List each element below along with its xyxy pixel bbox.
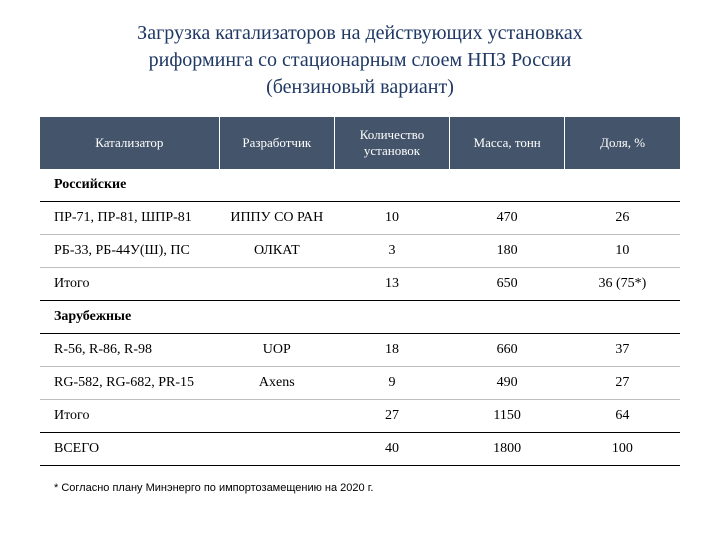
- cell-developer: ОЛКАТ: [219, 235, 334, 268]
- cell-developer: ИППУ СО РАН: [219, 202, 334, 235]
- cell-share: 27: [565, 367, 680, 400]
- cell-share: 26: [565, 202, 680, 235]
- subtotal-blank: [219, 400, 334, 433]
- section-header: Российские: [40, 169, 680, 202]
- total-blank: [219, 433, 334, 466]
- table-row: R-56, R-86, R-98 UOP 18 660 37: [40, 334, 680, 367]
- cell-count: 9: [334, 367, 449, 400]
- cell-mass: 470: [450, 202, 565, 235]
- cell-share: 10: [565, 235, 680, 268]
- cell-developer: Axens: [219, 367, 334, 400]
- title-line-1: Загрузка катализаторов на действующих ус…: [137, 22, 583, 44]
- catalyst-table: Катализатор Разработчик Количество устан…: [40, 117, 680, 466]
- col-mass: Масса, тонн: [450, 117, 565, 169]
- col-count: Количество установок: [334, 117, 449, 169]
- subtotal-row: Итого 13 650 36 (75*): [40, 268, 680, 301]
- total-row: ВСЕГО 40 1800 100: [40, 433, 680, 466]
- section-label: Зарубежные: [40, 301, 680, 334]
- col-share: Доля, %: [565, 117, 680, 169]
- cell-catalyst: ПР-71, ПР-81, ШПР-81: [40, 202, 219, 235]
- cell-count: 10: [334, 202, 449, 235]
- subtotal-blank: [219, 268, 334, 301]
- total-label: ВСЕГО: [40, 433, 219, 466]
- cell-mass: 490: [450, 367, 565, 400]
- cell-catalyst: RG-582, RG-682, PR-15: [40, 367, 219, 400]
- footnote: * Согласно плану Минэнерго по импортозам…: [40, 482, 680, 494]
- total-count: 40: [334, 433, 449, 466]
- cell-developer: UOP: [219, 334, 334, 367]
- page-title: Загрузка катализаторов на действующих ус…: [40, 20, 680, 101]
- title-line-3: (бензиновый вариант): [266, 76, 454, 98]
- subtotal-count: 13: [334, 268, 449, 301]
- subtotal-row: Итого 27 1150 64: [40, 400, 680, 433]
- subtotal-share: 36 (75*): [565, 268, 680, 301]
- cell-share: 37: [565, 334, 680, 367]
- subtotal-count: 27: [334, 400, 449, 433]
- col-developer: Разработчик: [219, 117, 334, 169]
- subtotal-label: Итого: [40, 268, 219, 301]
- cell-catalyst: R-56, R-86, R-98: [40, 334, 219, 367]
- col-catalyst: Катализатор: [40, 117, 219, 169]
- cell-count: 3: [334, 235, 449, 268]
- subtotal-label: Итого: [40, 400, 219, 433]
- total-mass: 1800: [450, 433, 565, 466]
- subtotal-share: 64: [565, 400, 680, 433]
- cell-catalyst: РБ-33, РБ-44У(Ш), ПС: [40, 235, 219, 268]
- title-line-2: риформинга со стационарным слоем НПЗ Рос…: [149, 49, 572, 71]
- table-row: RG-582, RG-682, PR-15 Axens 9 490 27: [40, 367, 680, 400]
- table-row: РБ-33, РБ-44У(Ш), ПС ОЛКАТ 3 180 10: [40, 235, 680, 268]
- cell-mass: 660: [450, 334, 565, 367]
- section-label: Российские: [40, 169, 680, 202]
- cell-mass: 180: [450, 235, 565, 268]
- section-header: Зарубежные: [40, 301, 680, 334]
- table-row: ПР-71, ПР-81, ШПР-81 ИППУ СО РАН 10 470 …: [40, 202, 680, 235]
- total-share: 100: [565, 433, 680, 466]
- subtotal-mass: 650: [450, 268, 565, 301]
- cell-count: 18: [334, 334, 449, 367]
- table-header-row: Катализатор Разработчик Количество устан…: [40, 117, 680, 169]
- subtotal-mass: 1150: [450, 400, 565, 433]
